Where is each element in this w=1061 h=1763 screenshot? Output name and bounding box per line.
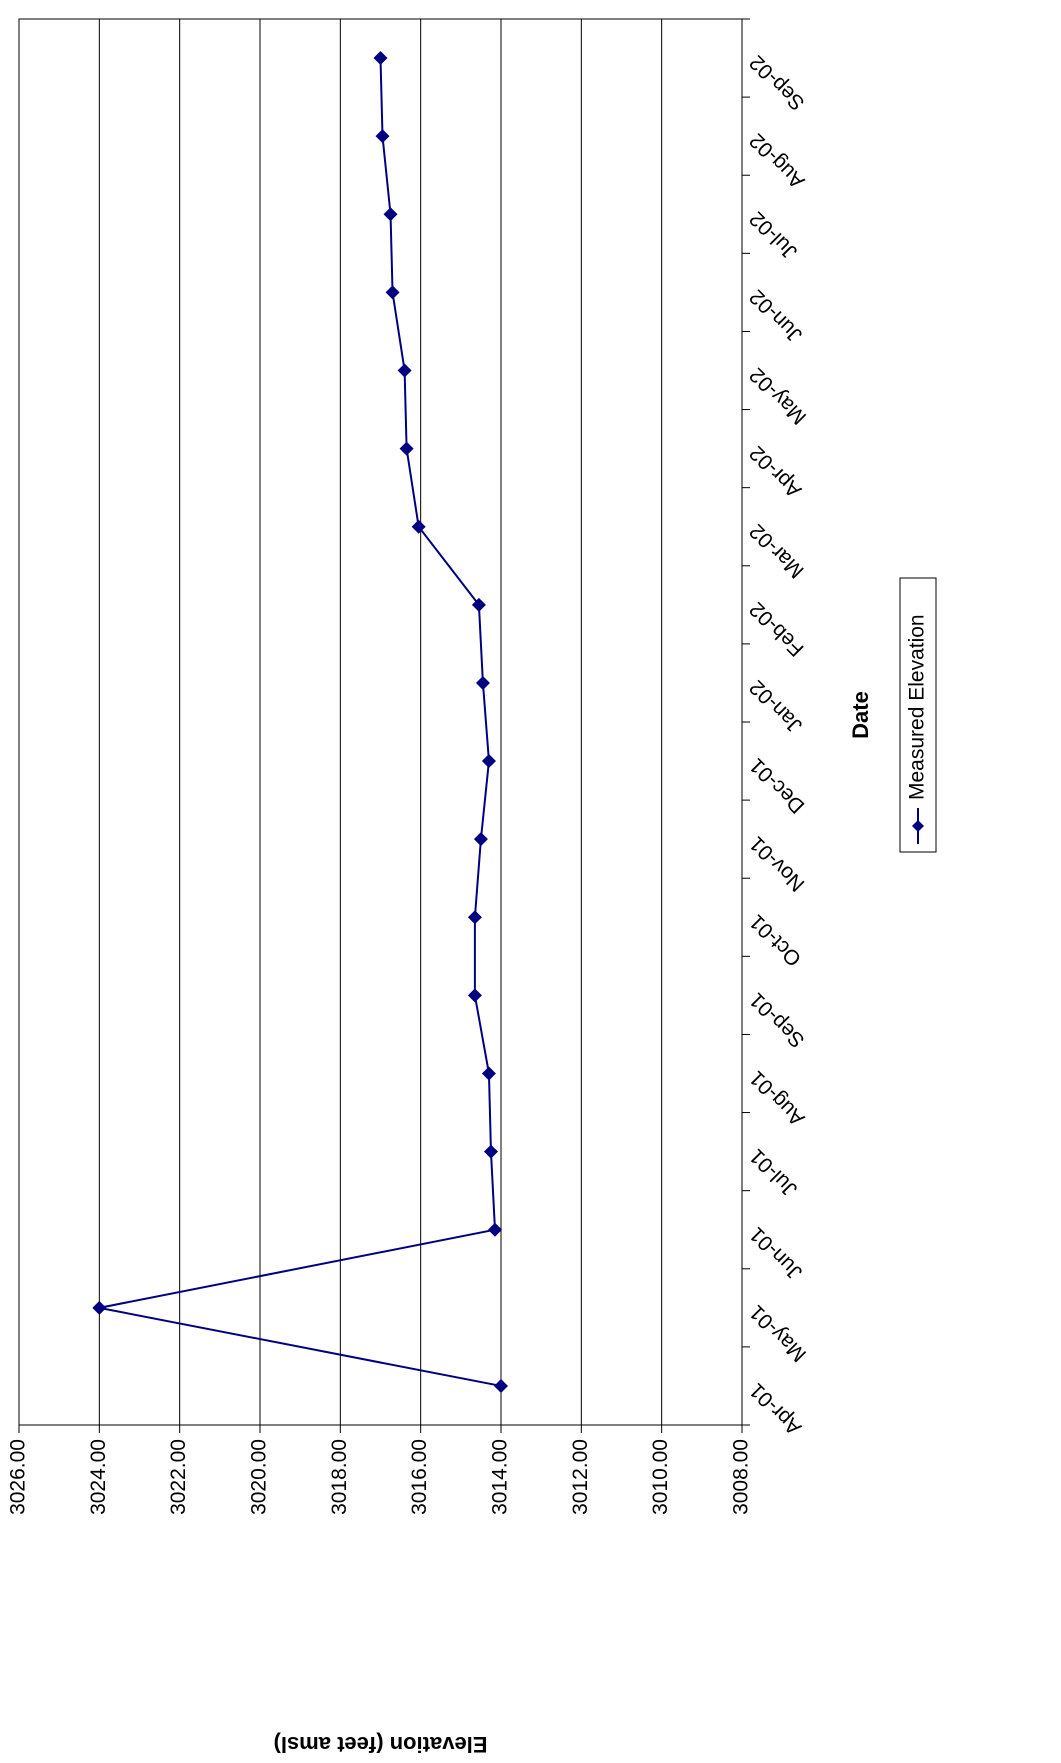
x-axis-title: Date <box>848 691 873 739</box>
x-tick-label: May-02 <box>745 363 811 429</box>
legend-label: Measured Elevation <box>906 614 929 800</box>
x-tick-label: Sep-01 <box>745 988 809 1052</box>
y-tick-label: 3016.00 <box>408 1439 431 1515</box>
x-tick-label: Nov-01 <box>745 832 809 896</box>
data-point-marker <box>411 519 426 534</box>
data-point-marker <box>487 1222 502 1237</box>
data-point-marker <box>397 363 412 378</box>
x-tick-label: Sep-02 <box>745 51 809 115</box>
x-tick-label: Oct-01 <box>745 910 806 971</box>
x-tick-label: Aug-01 <box>745 1066 809 1130</box>
y-tick-label: 3014.00 <box>489 1439 512 1515</box>
data-point-marker <box>467 988 482 1003</box>
data-point-marker <box>385 285 400 300</box>
data-point-marker <box>471 597 486 612</box>
legend-marker <box>912 820 924 832</box>
data-point-marker <box>475 675 490 690</box>
data-point-marker <box>375 129 390 144</box>
x-tick-label: Jul-02 <box>745 207 802 264</box>
data-point-marker <box>399 441 414 456</box>
x-tick-label: Apr-01 <box>745 1378 806 1439</box>
y-tick-label: 3008.00 <box>730 1439 753 1515</box>
y-tick-label: 3020.00 <box>248 1439 271 1515</box>
x-tick-label: Jun-01 <box>745 1222 807 1284</box>
y-tick-label: 3010.00 <box>649 1439 672 1515</box>
data-point-marker <box>467 910 482 925</box>
y-tick-label: 3022.00 <box>167 1439 190 1515</box>
x-tick-label: May-01 <box>745 1300 811 1366</box>
y-tick-label: 3018.00 <box>328 1439 351 1515</box>
x-tick-label: Mar-02 <box>745 519 808 582</box>
data-point-marker <box>373 51 388 66</box>
plot-area <box>18 18 743 1426</box>
legend-box <box>899 577 937 853</box>
data-point-marker <box>494 1378 508 1393</box>
series-line <box>99 58 502 1387</box>
y-axis-title: Elevation (feet amsl) <box>274 1732 488 1757</box>
y-tick-label: 3012.00 <box>569 1439 592 1515</box>
x-tick-label: Jul-01 <box>745 1144 802 1201</box>
x-tick-label: Aug-02 <box>745 129 809 193</box>
data-point-marker <box>92 1300 107 1315</box>
x-tick-label: Feb-02 <box>745 597 808 660</box>
data-point-marker <box>473 832 488 847</box>
data-point-marker <box>481 1066 496 1081</box>
y-tick-label: 3024.00 <box>87 1439 110 1515</box>
x-tick-label: Jan-02 <box>745 675 807 737</box>
x-tick-label: Jun-02 <box>745 285 807 347</box>
x-tick-label: Dec-01 <box>745 754 809 818</box>
data-point-marker <box>481 754 496 769</box>
y-tick-label: 3026.00 <box>7 1439 30 1515</box>
data-point-marker <box>383 207 398 222</box>
data-point-marker <box>483 1144 498 1159</box>
x-tick-label: Apr-02 <box>745 441 806 502</box>
